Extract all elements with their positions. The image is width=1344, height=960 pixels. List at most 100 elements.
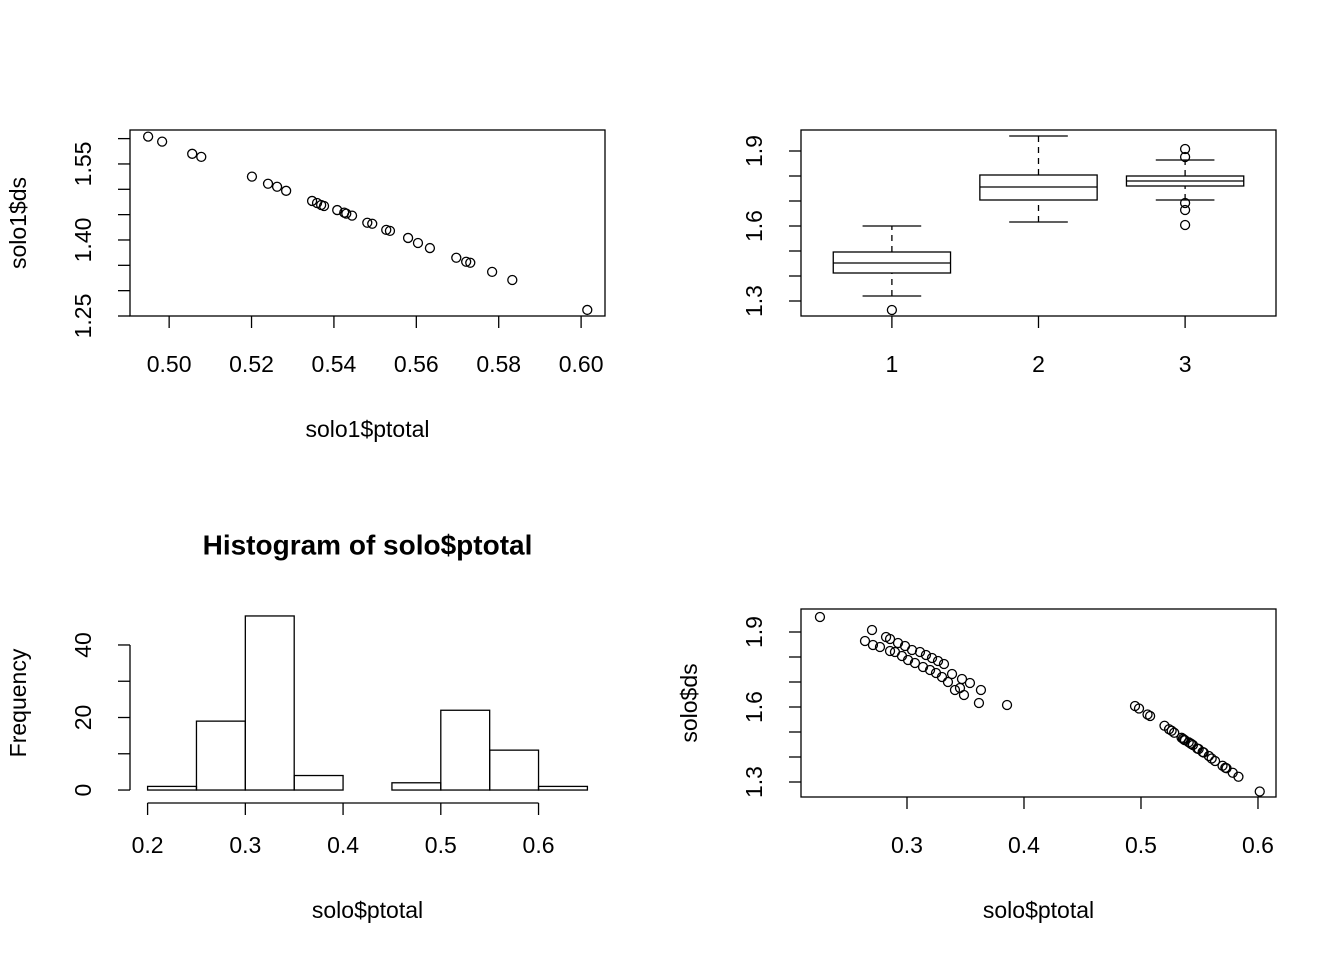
point	[465, 257, 476, 268]
plot-frame	[800, 129, 1277, 317]
point	[1209, 755, 1221, 767]
point	[892, 637, 904, 649]
point	[975, 684, 987, 696]
outlier	[1179, 143, 1191, 155]
point	[867, 639, 879, 651]
point	[507, 274, 518, 286]
point	[917, 661, 929, 673]
point	[1166, 725, 1177, 736]
point	[1001, 699, 1013, 711]
outlier	[1179, 197, 1191, 209]
outlier	[1179, 204, 1191, 216]
point	[486, 266, 498, 278]
x-tick-label: 0.60	[559, 351, 604, 377]
y-tick-label: 1.40	[70, 218, 96, 263]
x-tick-label: 0.5	[1125, 832, 1157, 858]
point	[909, 657, 921, 669]
point	[814, 611, 826, 623]
plot-frame	[800, 608, 1277, 798]
point	[318, 200, 330, 212]
point	[384, 225, 396, 237]
point	[346, 210, 358, 221]
chart-title: Histogram of solo$ptotal	[203, 529, 533, 560]
point	[1203, 750, 1214, 762]
x-tick-label: 0.58	[476, 351, 521, 377]
point	[1233, 771, 1244, 782]
point	[1206, 753, 1217, 764]
x-tick-label: 0.54	[312, 351, 357, 377]
point	[973, 697, 985, 709]
point	[1177, 733, 1189, 744]
point	[859, 635, 871, 647]
point	[1142, 709, 1153, 720]
outlier	[886, 304, 898, 316]
point	[341, 208, 352, 219]
point	[362, 217, 373, 228]
point	[884, 645, 896, 657]
point	[280, 185, 292, 196]
x-tick-label: 3	[1179, 351, 1192, 377]
x-tick-label: 0.6	[1242, 832, 1274, 858]
point	[332, 204, 343, 216]
bar	[293, 774, 344, 791]
x-tick-label: 0.2	[132, 832, 164, 858]
x-axis-label: solo$ptotal	[312, 897, 423, 923]
y-tick-label: 1.9	[741, 616, 767, 648]
point	[1169, 727, 1180, 738]
x-tick-label: 0.56	[394, 351, 439, 377]
x-tick-label: 0.4	[1008, 832, 1040, 858]
y-tick-label: 1.55	[70, 142, 96, 187]
y-tick-label: 1.25	[70, 294, 96, 339]
y-tick-label: 1.9	[741, 135, 767, 167]
bar	[146, 785, 198, 791]
plot-frame	[129, 129, 606, 317]
point	[187, 148, 198, 159]
point	[914, 646, 926, 658]
x-axis-label: solo1$ptotal	[305, 416, 429, 442]
point	[367, 218, 378, 229]
point	[196, 151, 207, 163]
y-tick-label: 40	[70, 632, 96, 658]
x-tick-label: 1	[885, 351, 898, 377]
y-tick-label: 1.6	[741, 210, 767, 242]
point	[920, 649, 932, 661]
x-tick-label: 0.6	[523, 832, 555, 858]
point	[936, 671, 948, 683]
point	[958, 689, 970, 701]
x-tick-label: 0.3	[891, 832, 923, 858]
point	[306, 195, 318, 207]
point	[1198, 747, 1209, 758]
x-tick-label: 0.52	[229, 351, 274, 377]
outlier	[1179, 151, 1191, 163]
y-tick-label: 1.3	[741, 285, 767, 317]
point	[924, 664, 936, 676]
point	[424, 242, 436, 254]
point	[1133, 703, 1145, 714]
y-tick-label: 1.6	[741, 691, 767, 723]
bar	[440, 709, 491, 791]
point	[874, 641, 886, 653]
y-axis-label: Frequency	[5, 648, 31, 757]
point	[461, 256, 472, 267]
point	[884, 633, 896, 645]
point	[946, 668, 958, 680]
point	[964, 677, 976, 689]
point	[142, 131, 154, 142]
point	[451, 252, 462, 263]
point	[906, 644, 918, 656]
x-tick-label: 0.3	[229, 832, 261, 858]
point	[412, 237, 424, 249]
bar	[489, 749, 540, 791]
point	[902, 654, 914, 666]
bar	[537, 785, 589, 791]
point	[926, 652, 938, 664]
y-axis-label: solo$ds	[676, 663, 702, 742]
point	[938, 658, 950, 670]
bar	[195, 720, 246, 791]
point	[949, 684, 961, 696]
point	[866, 624, 878, 636]
y-tick-label: 1.3	[741, 766, 767, 798]
outlier	[1179, 219, 1191, 231]
point	[246, 171, 258, 182]
